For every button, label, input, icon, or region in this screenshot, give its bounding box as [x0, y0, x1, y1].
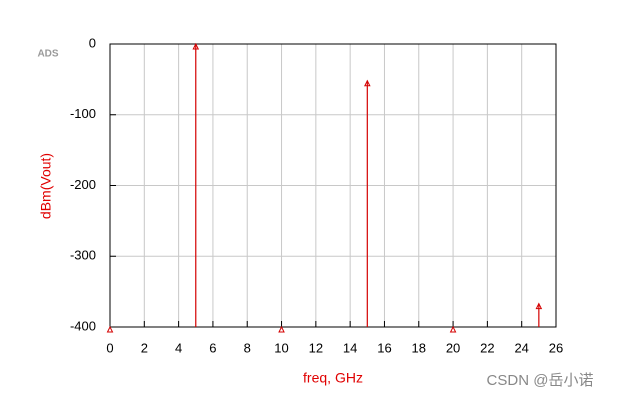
x-tick-label: 26 [549, 340, 563, 355]
stem-marker [192, 42, 200, 50]
x-tick-label: 8 [244, 340, 251, 355]
y-tick-label: -300 [70, 248, 96, 263]
x-tick-label: 24 [514, 340, 528, 355]
x-axis-label: freq, GHz [303, 370, 363, 386]
watermark: ADS [37, 49, 58, 60]
x-tick-label: 0 [106, 340, 113, 355]
stem-marker [535, 302, 543, 310]
credit: CSDN @岳小诺 [487, 372, 594, 389]
x-tick-label: 10 [274, 340, 288, 355]
y-tick-label: 0 [89, 35, 96, 50]
y-tick-label: -100 [70, 106, 96, 121]
y-tick-label: -400 [70, 318, 96, 333]
stem-marker [363, 79, 371, 87]
x-tick-label: 12 [309, 340, 323, 355]
x-tick-label: 4 [175, 340, 182, 355]
x-tick-label: 22 [480, 340, 494, 355]
x-tick-label: 20 [446, 340, 460, 355]
y-tick-label: -200 [70, 177, 96, 192]
plot-frame [109, 43, 557, 328]
stem-marker [278, 325, 285, 333]
x-tick-label: 14 [343, 340, 357, 355]
stem-marker [449, 325, 457, 333]
x-tick-label: 6 [209, 340, 216, 355]
x-tick-label: 18 [412, 340, 426, 355]
x-tick-label: 16 [377, 340, 391, 355]
y-axis-label: dBm(Vout) [38, 153, 54, 219]
stem-marker [106, 325, 114, 333]
x-tick-label: 2 [141, 340, 148, 355]
